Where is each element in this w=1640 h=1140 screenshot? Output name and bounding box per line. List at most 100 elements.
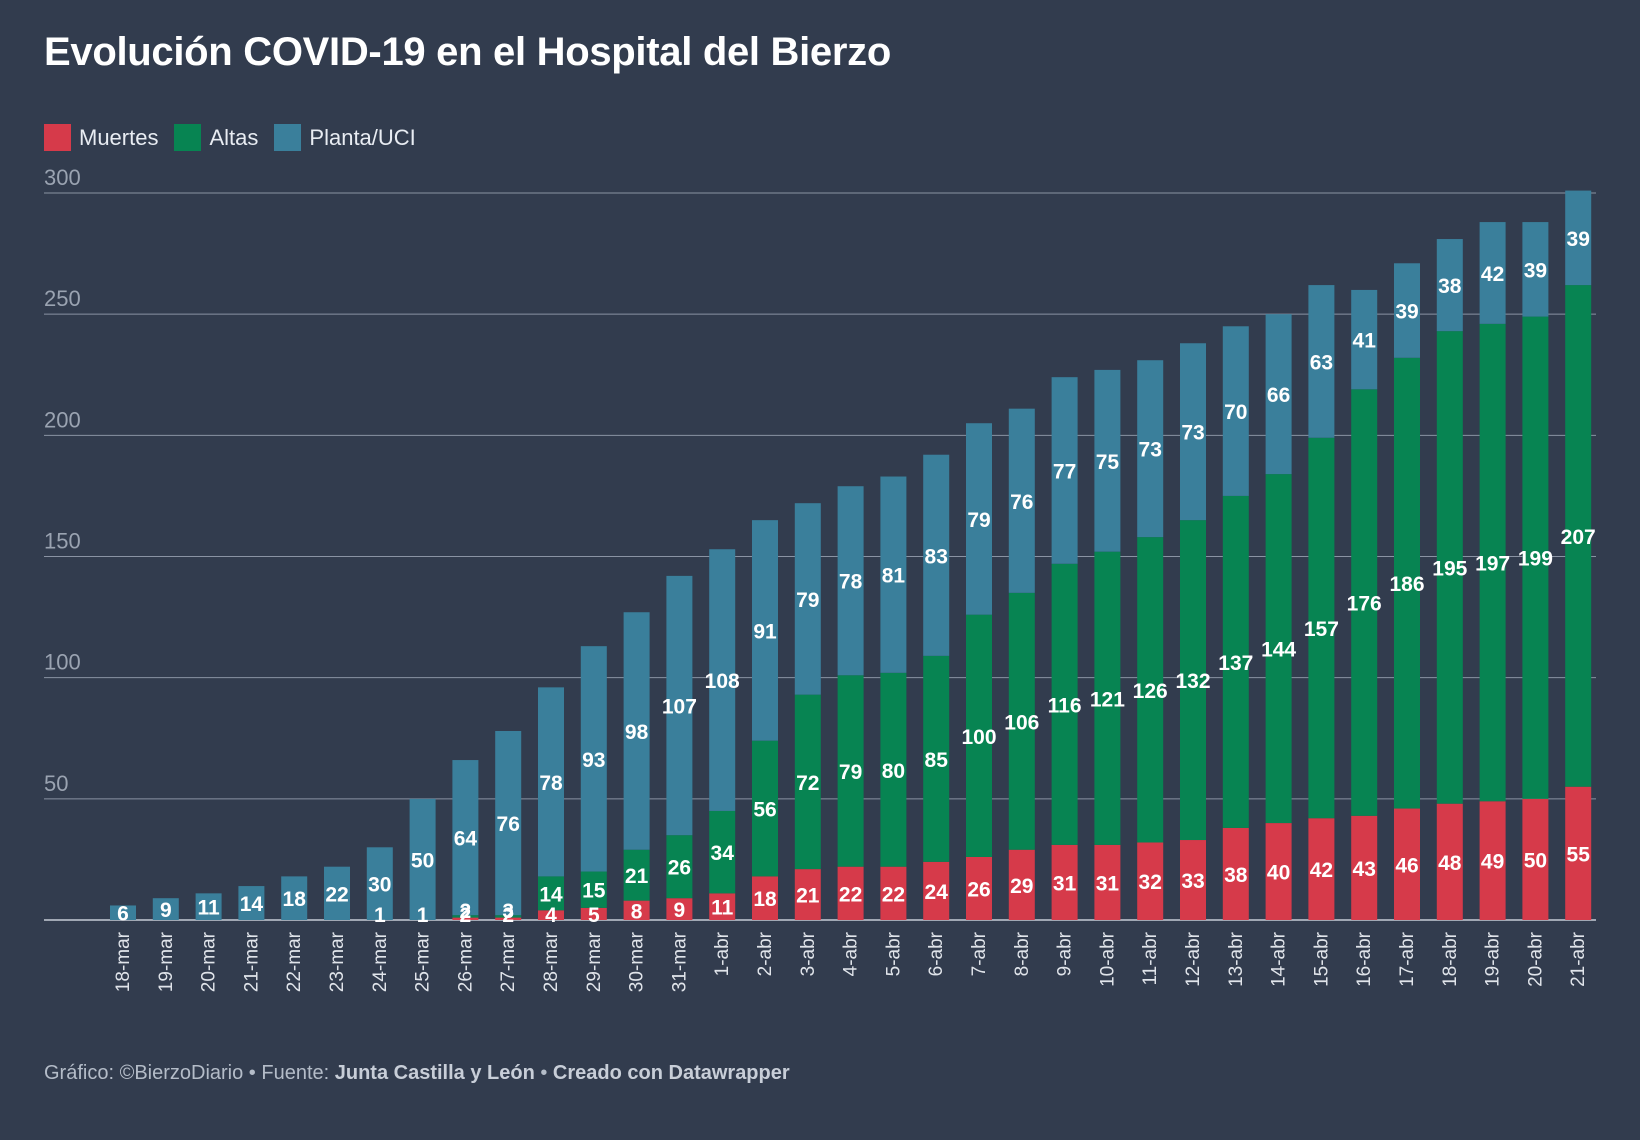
value-label-planta-uci-11-abr: 73	[1139, 439, 1162, 462]
x-tick-label-11-abr: 11-abr	[1140, 931, 1161, 985]
value-label-planta-uci-24-mar: 30	[368, 874, 391, 897]
bar-planta-uci-18-abr	[1436, 239, 1463, 332]
value-label-muertes-2-abr: 18	[753, 888, 777, 911]
value-label-planta-uci-23-mar: 22	[325, 883, 348, 906]
value-label-muertes-10-abr: 31	[1096, 872, 1120, 895]
value-label-muertes-5-abr: 22	[882, 883, 905, 906]
value-label-altas-2-abr: 56	[753, 799, 776, 822]
bar-altas-5-abr	[880, 672, 907, 867]
bar-planta-uci-27-mar	[495, 730, 522, 916]
value-label-muertes-14-abr: 40	[1267, 862, 1290, 885]
value-label-muertes-11-abr: 32	[1139, 871, 1162, 894]
bar-muertes-14-abr	[1265, 823, 1292, 920]
x-tick-label-9-abr: 9-abr	[1055, 931, 1076, 976]
value-label-planta-uci-25-mar: 50	[411, 849, 434, 872]
value-label-planta-uci-18-mar: 6	[117, 903, 129, 926]
value-label-muertes-20-abr: 50	[1524, 849, 1547, 872]
value-label-muertes-13-abr: 38	[1224, 864, 1248, 887]
bar-muertes-5-abr	[880, 866, 907, 920]
bar-planta-uci-8-abr	[1008, 408, 1035, 593]
x-tick-label-19-abr: 19-abr	[1483, 931, 1504, 987]
x-tick-label-30-mar: 30-mar	[627, 931, 648, 992]
x-tick-label-24-mar: 24-mar	[370, 931, 391, 992]
value-label-planta-uci-18-abr: 38	[1438, 275, 1462, 298]
legend: Muertes Altas Planta/UCI	[44, 124, 416, 151]
bar-planta-uci-28-mar	[538, 687, 564, 877]
bar-muertes-15-abr	[1308, 818, 1335, 920]
value-label-planta-uci-7-abr: 79	[967, 509, 990, 532]
bar-planta-uci-4-abr	[837, 486, 864, 676]
value-label-altas-26-mar: 2	[460, 900, 472, 923]
y-tick-label-200: 200	[44, 407, 81, 432]
value-label-planta-uci-20-mar: 11	[197, 897, 220, 920]
value-label-muertes-31-mar: 9	[674, 899, 686, 922]
bar-muertes-4-abr	[837, 866, 864, 920]
x-tick-label-15-abr: 15-abr	[1311, 931, 1332, 987]
value-label-altas-4-abr: 79	[839, 761, 862, 784]
value-label-planta-uci-28-mar: 78	[539, 772, 563, 795]
bar-altas-7-abr	[966, 614, 992, 857]
bar-altas-10-abr	[1094, 551, 1121, 845]
value-label-planta-uci-6-abr: 83	[925, 545, 948, 568]
bar-planta-uci-20-mar	[195, 893, 222, 920]
bar-planta-uci-21-mar	[238, 886, 265, 920]
value-label-altas-10-abr: 121	[1090, 688, 1125, 711]
legend-swatch-planta-uci	[274, 124, 302, 151]
x-tick-label-31-mar: 31-mar	[669, 931, 690, 992]
bar-muertes-6-abr	[923, 861, 950, 920]
bar-altas-15-abr	[1308, 437, 1335, 819]
bar-altas-13-abr	[1222, 495, 1249, 828]
value-label-muertes-29-mar: 5	[588, 904, 600, 927]
bar-altas-1-abr	[709, 810, 736, 894]
bar-muertes-7-abr	[966, 856, 992, 920]
footer-created-with: Creado con Datawrapper	[552, 1062, 790, 1084]
x-tick-label-26-mar: 26-mar	[455, 931, 476, 992]
value-label-muertes-6-abr: 24	[925, 881, 949, 904]
bar-muertes-10-abr	[1094, 844, 1121, 920]
value-label-muertes-30-mar: 8	[631, 900, 643, 923]
bar-muertes-16-abr	[1351, 815, 1378, 920]
x-tick-label-21-mar: 21-mar	[241, 931, 262, 992]
bar-altas-18-abr	[1436, 331, 1463, 804]
x-tick-label-14-abr: 14-abr	[1269, 931, 1290, 987]
y-tick-label-150: 150	[44, 529, 81, 554]
bar-altas-6-abr	[923, 655, 950, 862]
x-tick-label-19-mar: 19-mar	[156, 931, 177, 992]
footer-source: Junta Castilla y León	[334, 1062, 535, 1084]
bar-planta-uci-11-abr	[1137, 360, 1164, 538]
x-tick-label-8-abr: 8-abr	[1012, 931, 1033, 976]
legend-swatch-muertes	[44, 124, 71, 151]
y-tick-label-300: 300	[44, 165, 81, 190]
bar-altas-8-abr	[1008, 592, 1035, 850]
value-label-altas-14-abr: 144	[1261, 639, 1296, 662]
value-label-muertes-24-mar: 1	[374, 904, 386, 927]
bar-altas-21-abr	[1565, 285, 1592, 787]
bar-altas-29-mar	[580, 871, 607, 908]
value-label-muertes-1-abr: 11	[711, 897, 734, 920]
value-label-muertes-15-abr: 42	[1310, 859, 1333, 882]
value-label-planta-uci-21-mar: 14	[240, 893, 264, 916]
value-label-muertes-25-mar: 1	[417, 904, 429, 927]
value-label-altas-3-abr: 72	[796, 772, 819, 795]
bar-muertes-27-mar	[495, 917, 522, 920]
bar-planta-uci-18-mar	[110, 905, 136, 920]
legend-item-planta-uci: Planta/UCI	[274, 124, 416, 151]
legend-swatch-altas	[174, 124, 202, 151]
bar-altas-9-abr	[1051, 563, 1078, 845]
value-label-muertes-4-abr: 22	[839, 883, 862, 906]
bar-muertes-8-abr	[1008, 849, 1035, 920]
bar-planta-uci-31-mar	[666, 575, 693, 836]
value-label-altas-12-abr: 132	[1175, 670, 1210, 693]
value-label-altas-30-mar: 21	[625, 865, 649, 888]
bar-altas-20-abr	[1522, 316, 1549, 799]
value-label-planta-uci-19-abr: 42	[1481, 263, 1504, 286]
bar-planta-uci-25-mar	[409, 798, 436, 920]
bar-altas-28-mar	[538, 876, 564, 911]
x-tick-label-25-mar: 25-mar	[413, 931, 434, 992]
bar-planta-uci-9-abr	[1051, 377, 1078, 564]
bar-muertes-9-abr	[1051, 844, 1078, 920]
x-tick-label-20-mar: 20-mar	[199, 931, 220, 992]
bar-planta-uci-19-mar	[152, 898, 179, 920]
x-tick-label-22-mar: 22-mar	[284, 931, 305, 992]
footer-separator: •	[534, 1062, 553, 1084]
